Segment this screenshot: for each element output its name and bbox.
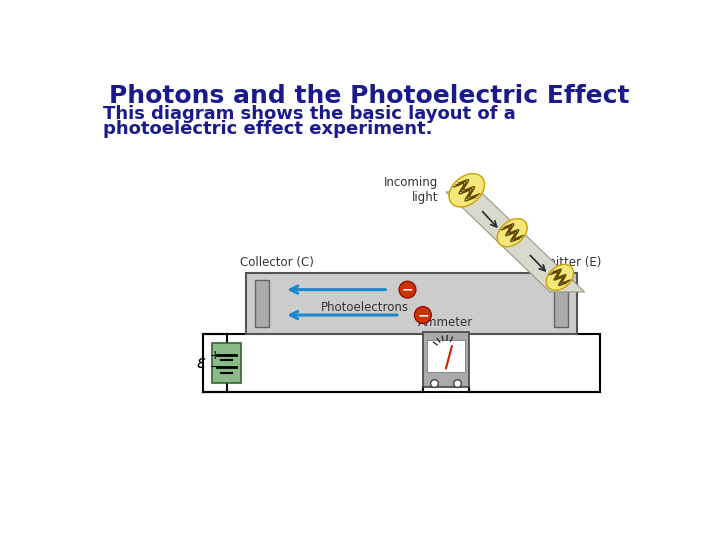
Circle shape <box>415 307 431 323</box>
Text: −: − <box>210 361 220 374</box>
Text: +: + <box>210 349 220 362</box>
Text: photoelectric effect experiment.: photoelectric effect experiment. <box>104 120 433 138</box>
Ellipse shape <box>498 219 527 247</box>
Circle shape <box>431 380 438 387</box>
Bar <box>427 340 465 372</box>
Bar <box>554 280 567 327</box>
Text: Incoming
light: Incoming light <box>384 176 438 204</box>
Bar <box>423 332 469 387</box>
Text: −: − <box>402 282 413 296</box>
Polygon shape <box>446 192 585 292</box>
Text: Ammeter: Ammeter <box>418 316 474 329</box>
Text: −: − <box>417 308 428 322</box>
Circle shape <box>454 380 462 387</box>
Text: Emitter (E): Emitter (E) <box>537 256 601 269</box>
Text: Collector (C): Collector (C) <box>240 256 313 269</box>
Bar <box>212 343 241 383</box>
Ellipse shape <box>449 174 485 207</box>
Bar <box>246 273 577 334</box>
Ellipse shape <box>546 265 574 290</box>
Text: ε: ε <box>197 354 206 372</box>
Text: This diagram shows the basic layout of a: This diagram shows the basic layout of a <box>104 105 516 123</box>
Circle shape <box>399 281 416 298</box>
Text: Photoelectrons: Photoelectrons <box>321 301 409 314</box>
Text: Photons and the Photoelectric Effect: Photons and the Photoelectric Effect <box>109 84 629 108</box>
Bar <box>255 280 269 327</box>
